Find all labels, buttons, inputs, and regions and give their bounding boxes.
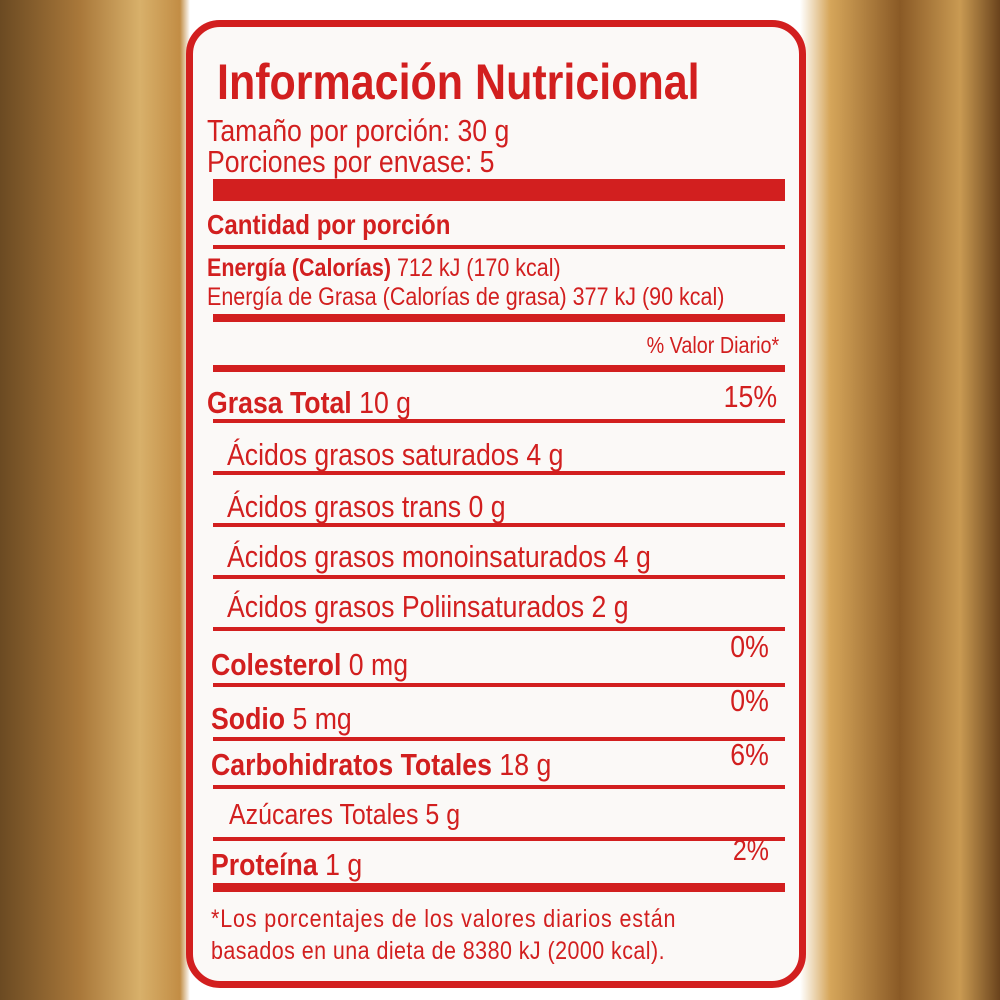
divider <box>213 785 785 789</box>
divider <box>213 523 785 527</box>
divider <box>213 627 785 631</box>
energy-label: Energía (Calorías) <box>207 254 391 282</box>
nutrient-row-saturated-fat: Ácidos grasos saturados 4 g <box>227 437 564 472</box>
nutrition-facts-label: Información Nutricional Tamaño por porci… <box>186 20 806 988</box>
daily-value-header: % Valor Diario* <box>646 332 779 358</box>
divider-medium <box>213 365 785 372</box>
nutrient-row-total-sugars: Azúcares Totales 5 g <box>229 799 461 831</box>
nutrient-row-carbohydrates: Carbohidratos Totales 18 g <box>211 747 552 782</box>
divider <box>213 419 785 423</box>
footnote-line-2: basados en una dieta de 8380 kJ (2000 kc… <box>211 937 666 965</box>
energy-fat: Energía de Grasa (Calorías de grasa) 377… <box>207 283 725 311</box>
divider-medium <box>213 883 785 892</box>
dv-carbohydrates: 6% <box>730 737 769 772</box>
divider <box>213 471 785 475</box>
divider-thick <box>213 179 785 201</box>
divider <box>213 575 785 579</box>
divider <box>213 737 785 741</box>
dv-total-fat: 15% <box>723 379 777 414</box>
footnote-line-1: *Los porcentajes de los valores diarios … <box>211 905 677 933</box>
nutrient-row-protein: Proteína 1 g <box>211 847 363 882</box>
amount-per-serving: Cantidad por porción <box>207 209 451 240</box>
divider <box>213 683 785 687</box>
divider-medium <box>213 314 785 322</box>
nutrient-row-trans-fat: Ácidos grasos trans 0 g <box>227 489 506 524</box>
divider <box>213 245 785 249</box>
nutrient-row-polyunsaturated-fat: Ácidos grasos Poliinsaturados 2 g <box>227 589 629 624</box>
nutrient-row-total-fat: Grasa Total 10 g <box>207 385 412 420</box>
servings-per-container: Porciones por envase: 5 <box>207 144 495 179</box>
energy-value: 712 kJ (170 kcal) <box>396 254 561 282</box>
divider <box>213 837 785 841</box>
nutrient-row-cholesterol: Colesterol 0 mg <box>211 647 409 682</box>
label-title: Información Nutricional <box>217 54 700 110</box>
dv-sodium: 0% <box>730 683 769 718</box>
nutrient-row-monounsaturated-fat: Ácidos grasos monoinsaturados 4 g <box>227 539 651 574</box>
nutrient-row-sodium: Sodio 5 mg <box>211 701 352 736</box>
serving-size: Tamaño por porción: 30 g <box>207 113 510 148</box>
energy-row: Energía (Calorías) 712 kJ (170 kcal) <box>207 254 561 283</box>
dv-cholesterol: 0% <box>730 629 769 664</box>
dv-protein: 2% <box>732 835 769 867</box>
